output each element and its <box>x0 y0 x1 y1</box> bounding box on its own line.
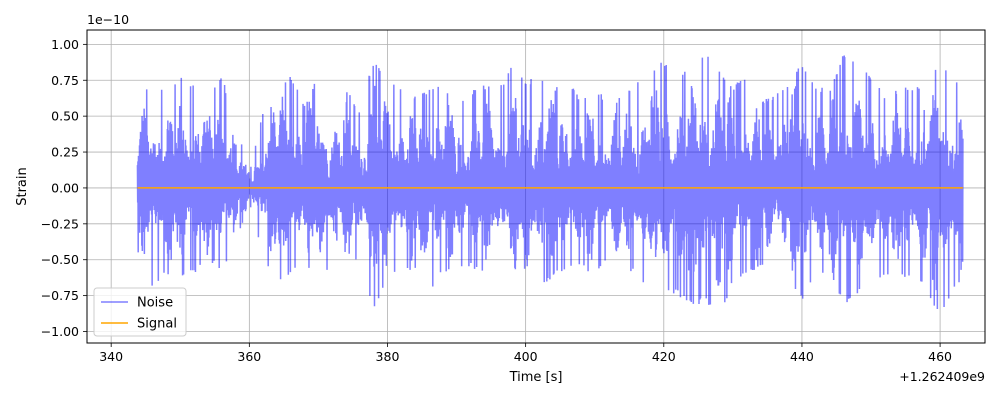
x-tick-label: 460 <box>928 349 952 364</box>
y-axis-scale-label: 1e−10 <box>87 12 129 27</box>
x-tick-label: 420 <box>652 349 676 364</box>
y-tick-label: 1.00 <box>51 37 79 52</box>
y-tick-label: 0.50 <box>51 109 79 124</box>
y-tick-label: −0.25 <box>41 216 79 231</box>
y-tick-label: 0.25 <box>51 145 79 160</box>
legend-label-noise: Noise <box>137 296 173 311</box>
legend-box <box>93 287 187 337</box>
x-tick-label: 340 <box>99 349 123 364</box>
x-axis-ticks: 340 360 380 400 420 440 460 <box>99 343 952 364</box>
y-tick-label: −0.50 <box>41 252 79 267</box>
x-axis-offset-label: +1.262409e9 <box>899 369 985 384</box>
x-tick-label: 360 <box>237 349 261 364</box>
plot-series <box>136 55 964 310</box>
legend: Noise Signal <box>93 287 187 337</box>
x-tick-label: 440 <box>790 349 814 364</box>
y-tick-label: −1.00 <box>41 324 79 339</box>
plot-frame <box>86 29 986 344</box>
y-tick-label: 0.00 <box>51 180 79 195</box>
noise-series-line <box>136 55 964 310</box>
x-tick-label: 380 <box>376 349 400 364</box>
legend-label-signal: Signal <box>137 317 177 332</box>
y-axis-ticks: −1.00 −0.75 −0.50 −0.25 0.00 0.25 0.50 0.75 1.00 <box>41 37 87 339</box>
x-axis-label: Time [s] <box>509 370 563 385</box>
y-tick-label: −0.75 <box>41 288 79 303</box>
x-tick-label: 400 <box>514 349 538 364</box>
y-axis-label: Strain <box>15 167 30 206</box>
y-tick-label: 0.75 <box>51 73 79 88</box>
